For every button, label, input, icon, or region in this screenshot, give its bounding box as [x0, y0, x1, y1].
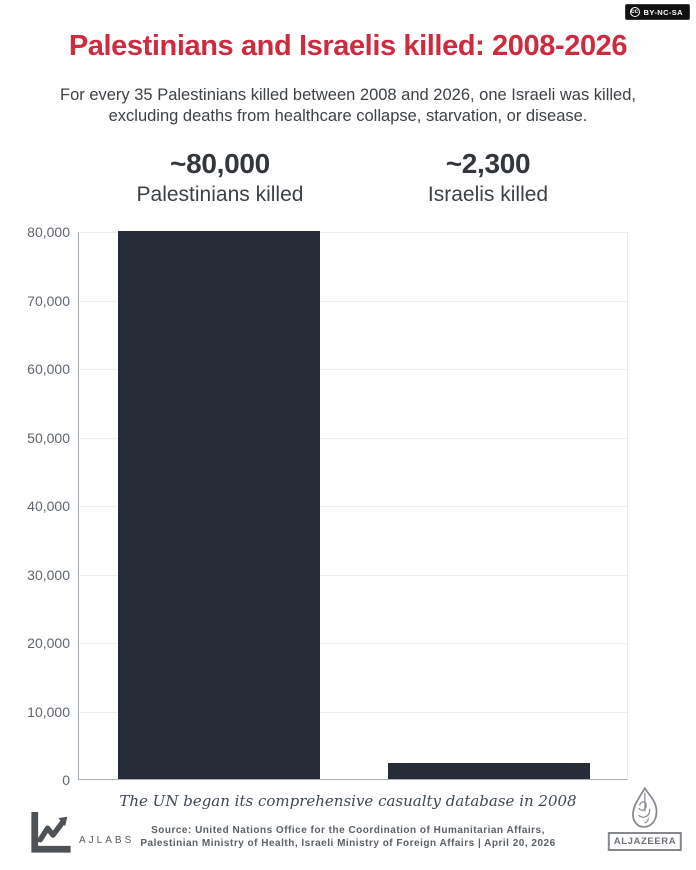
y-tick-label-20000: 20,000 — [27, 635, 70, 651]
cc-icon: cc — [629, 7, 640, 17]
gridline-30000 — [79, 574, 627, 576]
ajlabs-chart-icon — [31, 812, 71, 853]
bar-palestinians-killed — [118, 231, 320, 779]
gridline-10000 — [79, 711, 627, 713]
y-tick-label-30000: 30,000 — [27, 566, 70, 583]
y-tick-label-80000: 80,000 — [27, 224, 70, 240]
gridline-80000 — [79, 232, 627, 233]
stat-palestinians-value: ~80,000 — [170, 148, 270, 179]
y-tick-label-70000: 70,000 — [27, 292, 70, 309]
gridline-60000 — [79, 369, 627, 370]
y-tick-label-10000: 10,000 — [27, 703, 70, 720]
stat-palestinians-label: Palestinians killed — [136, 183, 304, 206]
source-line-1: Source: United Nations Office for the Co… — [151, 825, 545, 836]
bar-chart: 0 10,000 20,000 30,000 40,000 50,000 60,000 70,… — [0, 224, 696, 788]
y-tick-label-0: 0 — [62, 772, 70, 788]
y-tick-label-40000: 40,000 — [27, 498, 70, 514]
gridline-20000 — [79, 643, 627, 644]
y-axis-tick-labels: 0 10,000 20,000 30,000 40,000 50,000 60,000 70,… — [0, 224, 70, 788]
stat-israelis-value: ~2,300 — [445, 148, 531, 179]
gridline-70000 — [79, 300, 627, 302]
page-title: Palestinians and Israelis killed: 2008-2… — [68, 30, 628, 62]
plot-area — [78, 231, 628, 780]
subtitle-line-2: excluding deaths from healthcare collaps… — [108, 107, 588, 125]
source-line-2: Palestinian Ministry of Health, Israeli … — [140, 838, 556, 849]
gridline-50000 — [79, 437, 627, 439]
ajlabs-logo: AJLABS — [28, 810, 134, 856]
source-attribution: Source: United Nations Office for the Co… — [0, 824, 696, 850]
cc-license-label: BY-NC-SA — [643, 7, 683, 17]
bar-israelis-killed — [388, 763, 590, 779]
aljazeera-logo: ALJAZEERA — [607, 787, 683, 851]
cc-license-badge: cc BY-NC-SA — [624, 4, 690, 20]
aljazeera-flame-icon — [632, 787, 658, 828]
stat-israelis: ~2,300 Israelis killed — [428, 148, 548, 207]
ajlabs-label: AJLABS — [79, 834, 135, 846]
stat-palestinians: ~80,000 Palestinians killed — [137, 148, 304, 207]
chart-note: The UN began its comprehensive casualty … — [119, 792, 577, 810]
aljazeera-label: ALJAZEERA — [607, 832, 683, 851]
y-tick-label-60000: 60,000 — [27, 361, 70, 377]
page-subtitle: For every 35 Palestinians killed between… — [38, 85, 658, 127]
stat-israelis-label: Israelis killed — [427, 183, 549, 206]
y-tick-label-50000: 50,000 — [27, 429, 70, 446]
subtitle-line-1: For every 35 Palestinians killed between… — [59, 86, 636, 104]
gridline-40000 — [79, 506, 627, 507]
